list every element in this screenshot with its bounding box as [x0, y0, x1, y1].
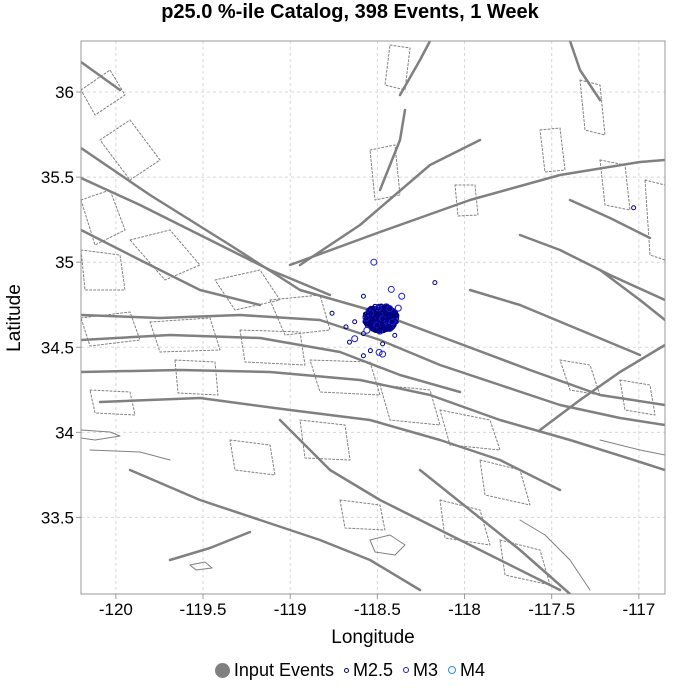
event-marker	[385, 313, 391, 319]
event-marker	[365, 313, 371, 319]
y-tick-label: 36	[55, 83, 74, 102]
fault-zone-hatches	[81, 44, 665, 586]
map-plot: -120 -119.5 -119 -118.5 -118 -117.5 -117 33.53…	[4, 40, 666, 648]
chart-title: p25.0 %-ile Catalog, 398 Events, 1 Week	[161, 1, 539, 23]
event-marker	[432, 280, 438, 286]
small-ring-icon	[344, 667, 349, 673]
event-marker	[363, 326, 371, 334]
x-tick-label: -120	[99, 600, 133, 619]
x-axis-label: Longitude	[331, 627, 414, 648]
coast-outlines	[81, 429, 665, 591]
legend-item-m25: M2.5	[344, 660, 393, 681]
event-marker	[374, 308, 380, 314]
x-tick-label: -117	[622, 600, 655, 619]
legend-label: M3	[413, 659, 439, 680]
legend-label: M2.5	[353, 659, 394, 680]
legend: Input Events M2.5 M3 M4	[0, 656, 700, 684]
y-tick-label: 33.5	[41, 508, 74, 527]
event-marker	[374, 325, 380, 331]
event-marker	[383, 325, 389, 331]
event-marker	[394, 304, 402, 312]
medium-ring-icon	[403, 667, 410, 673]
plot-frame	[80, 40, 666, 595]
event-marker	[392, 332, 398, 338]
event-marker	[329, 310, 335, 316]
event-marker	[351, 335, 359, 343]
event-marker	[377, 321, 383, 327]
event-marker	[371, 308, 377, 314]
filled-circle-icon	[214, 662, 230, 678]
event-marker	[390, 316, 396, 322]
event-markers	[329, 205, 637, 359]
event-marker	[387, 324, 393, 330]
y-axis-label: Latitude	[4, 284, 25, 352]
x-tick-label: -117.5	[528, 600, 575, 619]
y-tick-label: 34.5	[41, 338, 74, 357]
event-marker	[374, 304, 382, 312]
x-tick-label: -118.5	[354, 600, 401, 619]
legend-item-m4: M4	[448, 660, 485, 681]
y-tick-label: 35	[55, 253, 74, 272]
event-marker	[380, 341, 386, 347]
legend-label: M4	[460, 659, 486, 680]
x-axis-ticks: -120 -119.5 -119 -118.5 -118 -117.5 -117	[99, 594, 655, 619]
event-marker	[381, 317, 387, 323]
event-marker	[387, 285, 395, 293]
event-marker	[390, 311, 396, 317]
event-marker	[375, 348, 383, 356]
event-marker	[370, 258, 378, 266]
legend-item-m3: M3	[403, 660, 438, 681]
event-marker	[386, 305, 394, 313]
y-axis-ticks: 33.5 34 34.5 35 35.5 36	[41, 83, 81, 527]
event-marker	[388, 318, 396, 326]
large-ring-icon	[448, 666, 457, 674]
legend-item-input-events: Input Events	[214, 659, 334, 681]
event-marker	[631, 205, 637, 211]
x-tick-label: -119.5	[180, 600, 227, 619]
event-marker	[370, 316, 376, 322]
event-marker	[379, 350, 387, 358]
event-marker	[343, 324, 349, 330]
y-tick-label: 35.5	[41, 168, 74, 187]
event-marker	[360, 293, 366, 299]
x-tick-label: -119	[274, 600, 307, 619]
event-marker	[346, 339, 352, 345]
event-marker	[379, 310, 385, 316]
event-marker	[367, 348, 373, 354]
event-marker	[360, 353, 366, 359]
event-marker	[372, 315, 378, 321]
x-tick-label: -118	[448, 600, 481, 619]
y-tick-label: 34	[55, 423, 74, 442]
event-marker	[398, 292, 406, 300]
legend-label: Input Events	[233, 659, 334, 680]
event-marker	[360, 331, 366, 337]
event-marker	[352, 319, 358, 325]
